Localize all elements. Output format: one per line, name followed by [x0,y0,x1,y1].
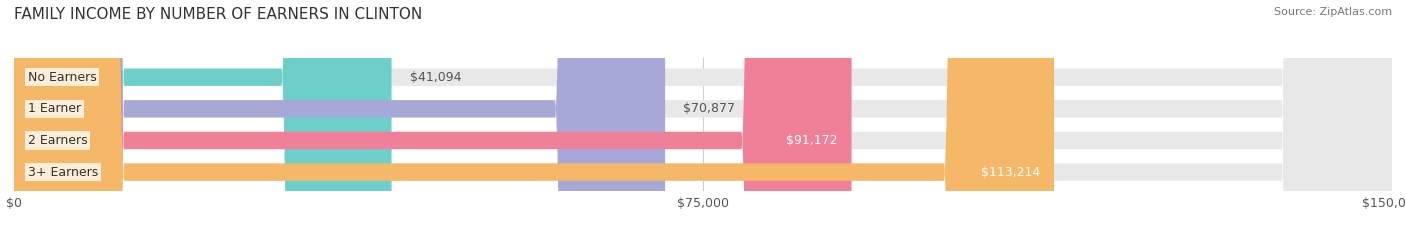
FancyBboxPatch shape [14,0,665,233]
Text: $113,214: $113,214 [981,166,1040,178]
FancyBboxPatch shape [14,0,1392,233]
Text: $70,877: $70,877 [683,102,735,115]
Text: Source: ZipAtlas.com: Source: ZipAtlas.com [1274,7,1392,17]
Text: 1 Earner: 1 Earner [28,102,82,115]
Text: $41,094: $41,094 [411,71,461,84]
Text: 3+ Earners: 3+ Earners [28,166,98,178]
FancyBboxPatch shape [14,0,391,233]
Text: $91,172: $91,172 [786,134,838,147]
Text: FAMILY INCOME BY NUMBER OF EARNERS IN CLINTON: FAMILY INCOME BY NUMBER OF EARNERS IN CL… [14,7,422,22]
FancyBboxPatch shape [14,0,1392,233]
FancyBboxPatch shape [14,0,1054,233]
FancyBboxPatch shape [14,0,1392,233]
Text: No Earners: No Earners [28,71,97,84]
Text: 2 Earners: 2 Earners [28,134,87,147]
FancyBboxPatch shape [14,0,1392,233]
FancyBboxPatch shape [14,0,852,233]
